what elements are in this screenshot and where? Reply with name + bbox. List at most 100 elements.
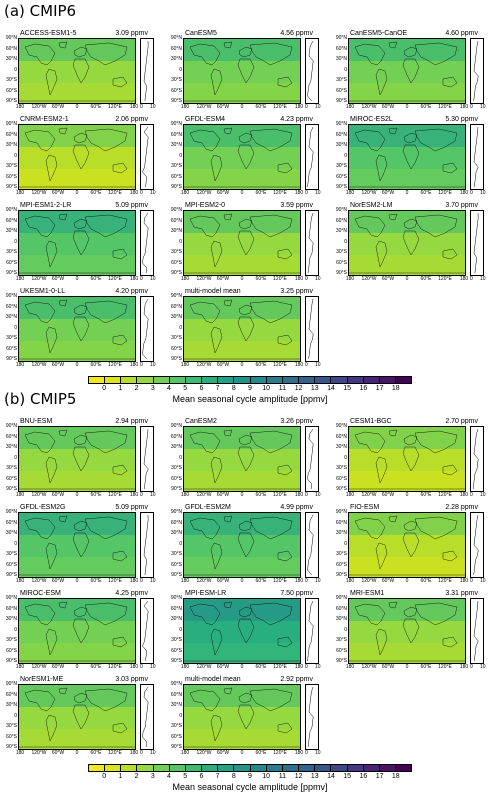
zonal-mean-profile <box>305 124 319 190</box>
longitude-label: 60°W <box>216 362 230 368</box>
panel-model-name: ACCESS-ESM1-5 <box>20 30 77 37</box>
profile-tick: 0 <box>140 104 143 110</box>
colorbar-tick: 17 <box>375 773 384 780</box>
longitude-label: 60°E <box>255 190 267 196</box>
panel-model-name: CanESM2 <box>185 418 217 425</box>
longitude-label: 180 <box>180 362 190 368</box>
latitude-label: 0 <box>179 454 182 461</box>
profile-tick: 10 <box>150 492 156 498</box>
longitude-label: 180 <box>345 492 355 498</box>
colorbar-tick: 13 <box>310 385 319 392</box>
latitude-label: 90°S <box>171 270 182 276</box>
colorbar-tick: 10 <box>262 385 271 392</box>
latitude-label: 90°N <box>170 681 182 687</box>
latitude-label: 30°S <box>336 637 347 643</box>
latitude-label: 30°N <box>170 444 182 450</box>
latitude-label: 60°N <box>335 605 347 612</box>
profile-tick: 0 <box>305 750 308 756</box>
colorbar-swatch <box>185 765 203 771</box>
longitude-label: 120°W <box>361 276 377 282</box>
latitude-label: 30°S <box>336 249 347 255</box>
latitude-label: 90°N <box>335 35 347 41</box>
colorbar-swatch <box>89 765 106 771</box>
profile-tick: 0 <box>305 104 308 110</box>
latitude-label: 30°N <box>335 616 347 622</box>
zonal-mean-profile <box>470 512 484 578</box>
latitude-label: 90°N <box>5 509 17 515</box>
latitude-label: 60°N <box>170 217 182 224</box>
latitude-label: 30°S <box>6 335 17 341</box>
panel-mean-value: 2.28 ppmv <box>445 504 478 511</box>
latitude-label: 60°S <box>6 345 17 352</box>
longitude-label: 180 <box>459 492 469 498</box>
map-panel: multi-model mean 3.25 ppmv 90°N 60°N 30°N 0 30… <box>165 288 327 374</box>
profile-tick: 0 <box>305 276 308 282</box>
zonal-mean-profile <box>305 296 319 362</box>
latitude-label: 60°N <box>170 131 182 138</box>
latitude-label: 60°S <box>171 561 182 568</box>
latitude-label: 90°S <box>336 98 347 104</box>
latitude-label: 30°S <box>336 163 347 169</box>
colorbar-tick: 1 <box>118 773 123 780</box>
longitude-label: 120°E <box>273 190 287 196</box>
latitude-label: 60°S <box>6 647 17 654</box>
panel-mean-value: 4.99 ppmv <box>280 504 313 511</box>
longitude-label: 180 <box>15 578 25 584</box>
colorbar-tick: 4 <box>167 385 171 392</box>
colorbar-tick: 15 <box>343 773 352 780</box>
latitude-label: 0 <box>14 66 17 73</box>
colorbar-swatch <box>250 765 267 771</box>
map-panel: GFDL-ESM2M 4.99 ppmv 90°N 60°N 30°N 0 30°S 60°S… <box>165 504 327 590</box>
latitude-label: 60°S <box>171 87 182 94</box>
world-map <box>348 210 466 276</box>
map-panel: GFDL-ESM4 4.23 ppmv 90°N 60°N 30°N 0 30°S 60°S 9… <box>165 116 327 202</box>
longitude-label: 120°E <box>108 362 122 368</box>
longitude-label: 120°E <box>273 276 287 282</box>
longitude-label: 60°E <box>90 104 102 110</box>
profile-tick: 10 <box>150 190 156 196</box>
latitude-label: 60°S <box>171 647 182 654</box>
longitude-label: 120°E <box>273 492 287 498</box>
colorbar-swatch <box>299 377 316 383</box>
latitude-label: 60°S <box>171 475 182 482</box>
panel-model-name: MPI-ESM1-2-LR <box>20 202 72 209</box>
longitude-label: 60°W <box>51 276 65 282</box>
world-map <box>183 296 301 362</box>
zonal-mean-profile <box>140 512 154 578</box>
colorbar-tick: 17 <box>375 385 384 392</box>
profile-tick: 0 <box>140 492 143 498</box>
colorbar-swatch <box>315 377 332 383</box>
latitude-label: 30°S <box>171 77 182 83</box>
latitude-label: 0 <box>344 152 347 159</box>
longitude-label: 60°E <box>90 492 102 498</box>
map-panel: multi-model mean 2.92 ppmv 90°N 60°N 30°N 0 30… <box>165 676 327 762</box>
zonal-mean-profile <box>470 210 484 276</box>
panel-model-name: NorESM2-LM <box>350 202 393 209</box>
latitude-label: 30°N <box>170 530 182 536</box>
longitude-label: 180 <box>180 492 190 498</box>
colorbar-tick: 16 <box>359 773 368 780</box>
longitude-label: 120°W <box>196 578 212 584</box>
longitude-label: 60°E <box>255 362 267 368</box>
longitude-label: 120°E <box>273 750 287 756</box>
profile-tick: 0 <box>470 104 473 110</box>
panel-model-name: multi-model mean <box>185 676 241 683</box>
latitude-label: 30°N <box>335 142 347 148</box>
colorbar-swatch <box>218 377 235 383</box>
latitude-label: 90°S <box>6 270 17 276</box>
colorbar-tick: 9 <box>248 773 252 780</box>
panel-mean-value: 5.09 ppmv <box>115 504 148 511</box>
panel-mean-value: 3.31 ppmv <box>445 590 478 597</box>
world-map <box>183 426 301 492</box>
map-panel: MIROC-ES2L 5.30 ppmv 90°N 60°N 30°N 0 30°S 60°S… <box>330 116 492 202</box>
latitude-label: 0 <box>179 712 182 719</box>
longitude-label: 120°E <box>438 104 452 110</box>
map-panel: UKESM1-0-LL 4.20 ppmv 90°N 60°N 30°N 0 30°S 60°… <box>0 288 162 374</box>
longitude-label: 60°W <box>381 578 395 584</box>
profile-tick: 10 <box>315 104 321 110</box>
latitude-label: 30°N <box>170 142 182 148</box>
longitude-label: 180 <box>129 578 139 584</box>
latitude-label: 60°N <box>5 131 17 138</box>
world-map <box>18 124 136 190</box>
latitude-label: 30°S <box>171 249 182 255</box>
